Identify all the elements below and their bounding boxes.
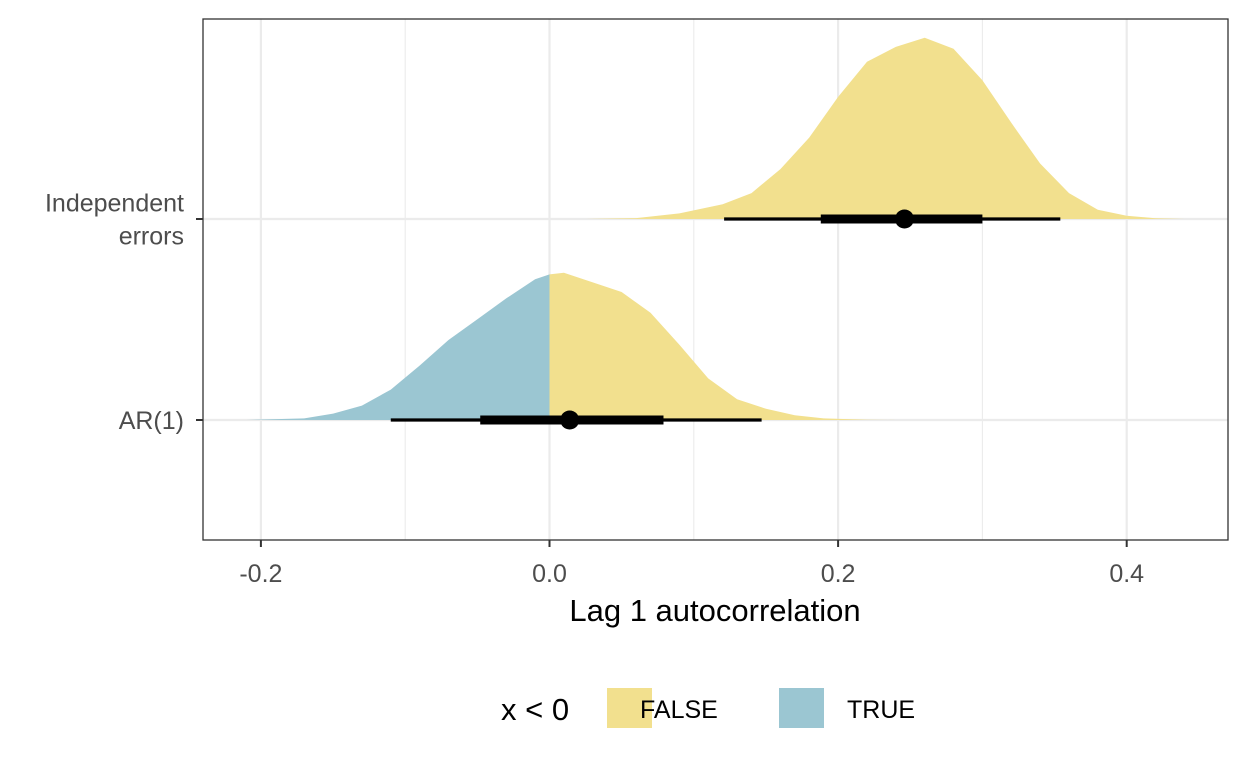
- point-estimate-1: [560, 410, 580, 430]
- legend: x < 0 FALSE TRUE: [501, 688, 915, 728]
- x-tick-label: 0.2: [821, 560, 856, 588]
- y-tick-label: errors: [119, 223, 184, 251]
- y-tick-label: AR(1): [119, 407, 184, 435]
- density-layer: [246, 37, 1185, 420]
- panel-border: [202, 18, 1229, 541]
- x-tick-label: -0.2: [239, 560, 282, 588]
- y-tick-label: Independent: [45, 190, 184, 218]
- panel-background: [203, 19, 1228, 540]
- point-estimate-0: [894, 209, 914, 229]
- density-false-0: [585, 37, 1185, 220]
- axes: -0.2 0.0 0.2 0.4 Independent errors AR(1): [45, 190, 1144, 589]
- x-axis-title: Lag 1 autocorrelation: [569, 593, 860, 628]
- density-false-1: [549, 272, 896, 420]
- x-tick-label: 0.0: [532, 560, 567, 588]
- density-true-1: [246, 274, 550, 420]
- legend-key-false: [607, 688, 652, 728]
- x-tick-label: 0.4: [1109, 560, 1144, 588]
- legend-label-true: TRUE: [847, 696, 915, 724]
- legend-key-true: [779, 688, 824, 728]
- legend-label-false: FALSE: [640, 696, 718, 724]
- interval-layer: [390, 209, 1061, 430]
- legend-title: x < 0: [501, 692, 569, 727]
